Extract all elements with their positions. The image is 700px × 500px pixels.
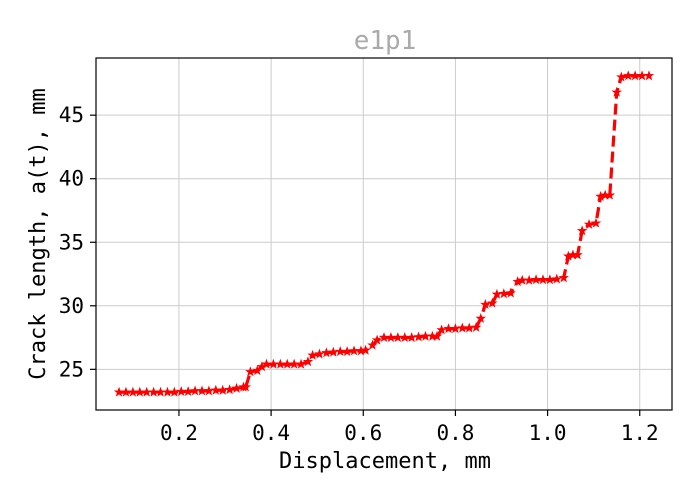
x-tick-label: 1.2 xyxy=(621,421,659,445)
x-tick-label: 0.2 xyxy=(160,421,198,445)
data-point-marker xyxy=(475,313,486,323)
y-axis-label: Crack length, a(t), mm xyxy=(26,88,51,379)
x-axis-label: Displacement, mm xyxy=(279,449,491,474)
data-point-marker xyxy=(436,324,447,335)
data-point-marker xyxy=(604,189,616,200)
data-point-marker xyxy=(431,330,443,341)
series-layer xyxy=(113,70,655,397)
axis-ticks: 0.2 0.4 0.6 0.8 1.0 1.2 25 30 35 40 45 xyxy=(59,103,659,445)
data-point-marker xyxy=(371,334,383,345)
x-tick-label: 0.4 xyxy=(252,421,290,445)
plot-frame xyxy=(95,57,673,411)
data-point-marker xyxy=(616,71,627,82)
y-tick-label: 30 xyxy=(59,294,84,318)
x-tick-label: 0.6 xyxy=(344,421,382,445)
x-tick-label: 0.8 xyxy=(436,421,474,445)
data-point-marker xyxy=(505,287,516,298)
data-point-marker xyxy=(240,381,251,392)
data-point-marker xyxy=(480,299,491,309)
data-point-marker xyxy=(487,297,498,308)
data-point-marker xyxy=(314,348,325,359)
data-point-marker xyxy=(307,349,318,360)
data-point-marker xyxy=(231,382,242,393)
x-tick-label: 1.0 xyxy=(529,421,567,445)
data-point-marker xyxy=(611,86,622,97)
data-point-marker xyxy=(224,384,235,395)
y-tick-label: 45 xyxy=(59,103,84,127)
data-point-marker xyxy=(576,225,588,236)
data-point-marker xyxy=(360,344,371,355)
data-point-marker xyxy=(367,339,378,350)
data-point-marker xyxy=(572,249,583,260)
data-point-marker xyxy=(302,356,314,367)
data-point-marker xyxy=(470,321,482,332)
data-point-marker xyxy=(590,217,602,228)
y-tick-label: 35 xyxy=(59,230,84,254)
grid-lines xyxy=(96,58,672,410)
y-tick-label: 25 xyxy=(59,357,84,381)
data-point-marker xyxy=(245,366,256,377)
data-point-marker xyxy=(558,272,569,283)
y-tick-label: 40 xyxy=(59,167,84,191)
data-point-marker xyxy=(295,358,307,369)
data-point-marker xyxy=(583,218,595,229)
chart-title: e1p1 xyxy=(354,26,417,56)
data-point-marker xyxy=(643,70,655,81)
data-point-marker xyxy=(551,273,562,284)
